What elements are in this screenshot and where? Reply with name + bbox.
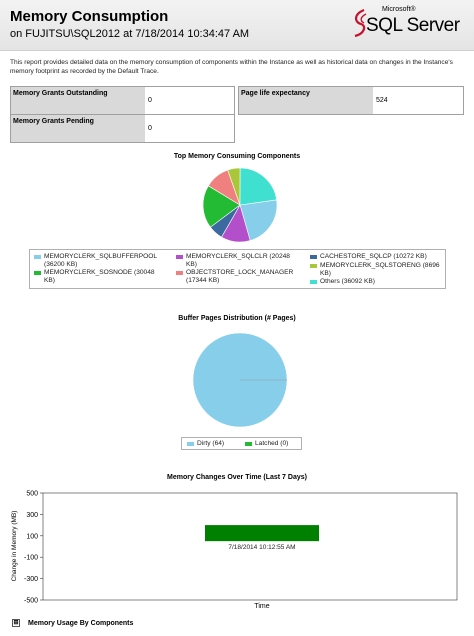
bar-label-0: 7/18/2014 10:12:55 AM [228, 544, 295, 551]
memory-changes-chart: Change in Memory (MB) Time 500 300 100 -100… [11, 491, 458, 610]
report-header: Memory Consumption on FUJITSU\SQL2012 at… [0, 0, 474, 51]
plot-area [42, 492, 458, 601]
report-title: Memory Consumption [10, 8, 169, 25]
legend1-label-3: MEMORYCLERK_SOSNODE (30048 KB) [44, 269, 155, 284]
pie1-legend: MEMORYCLERK_SQLBUFFERPOOL (36200 KB) MEM… [29, 249, 446, 289]
logo-product: SQL Server [366, 15, 460, 36]
pie1-slice-3 [202, 185, 241, 228]
bar-chart-title: Memory Changes Over Time (Last 7 Days) [167, 474, 307, 481]
top-memory-pie-chart [202, 167, 278, 243]
y-axis-title: Change in Memory (MB) [11, 511, 18, 582]
sql-server-logo-icon [354, 8, 367, 38]
pie1-slice-6 [239, 167, 277, 206]
grants-outstanding-row: Memory Grants Outstanding 0 [11, 87, 234, 115]
y-tick-label-0: 500 [26, 491, 38, 498]
y-tick-label-3: -100 [24, 555, 38, 562]
legend1-swatch-6 [310, 280, 317, 284]
memory-usage-by-components-section[interactable]: ⊞ Memory Usage By Components [12, 619, 133, 627]
page-life-table: Page life expectancy 524 [238, 86, 464, 115]
memory-grants-table: Memory Grants Outstanding 0 Memory Grant… [10, 86, 235, 143]
legend2-swatch-1 [245, 442, 252, 446]
y-tick-label-4: -300 [24, 576, 38, 583]
legend1-swatch-2 [310, 255, 317, 259]
page-life-label: Page life expectancy [239, 87, 373, 114]
page-life-value: 524 [373, 87, 463, 114]
grants-pending-row: Memory Grants Pending 0 [11, 115, 234, 142]
report-subtitle: on FUJITSU\SQL2012 at 7/18/2014 10:34:47… [10, 28, 250, 40]
legend1-swatch-5 [310, 264, 317, 268]
legend1-label-1: MEMORYCLERK_SQLCLR (20248 KB) [186, 253, 290, 268]
x-axis-title: Time [254, 603, 269, 610]
sql-server-logo: Microsoft® SQL Server [354, 6, 471, 42]
grants-pending-label: Memory Grants Pending [11, 115, 145, 142]
logo-brand: Microsoft® [382, 6, 416, 13]
grants-outstanding-value: 0 [145, 87, 234, 114]
legend1-label-2: CACHESTORE_SQLCP (10272 KB) [320, 253, 427, 260]
grants-outstanding-label: Memory Grants Outstanding [11, 87, 145, 114]
legend2-swatch-0 [187, 442, 194, 446]
legend1-label-5: MEMORYCLERK_SQLSTORENG (8696 KB) [320, 262, 440, 277]
pie1-title: Top Memory Consuming Components [173, 153, 301, 160]
pie1-slice-0 [239, 199, 278, 241]
legend1-swatch-4 [176, 271, 183, 275]
y-tick-label-5: -500 [24, 598, 38, 605]
legend1-swatch-1 [176, 255, 183, 259]
section-label: Memory Usage By Components [28, 619, 134, 627]
legend1-swatch-0 [34, 255, 41, 259]
legend1-label-6: Others (36092 KB) [320, 278, 375, 285]
legend2-label-1: Latched (0) [255, 440, 289, 447]
grants-pending-value: 0 [145, 115, 234, 142]
buffer-pages-pie-chart [192, 332, 288, 428]
legend1-label-4: OBJECTSTORE_LOCK_MANAGER (17344 KB) [186, 269, 294, 284]
pie2-title: Buffer Pages Distribution (# Pages) [178, 315, 296, 322]
bar-0 [205, 525, 319, 542]
legend2-label-0: Dirty (64) [197, 440, 225, 447]
y-tick-label-1: 300 [26, 512, 38, 519]
expand-icon[interactable]: ⊞ [12, 619, 20, 627]
legend1-swatch-3 [34, 271, 41, 275]
report-description: This report provides detailed data on th… [10, 59, 453, 75]
pie2-legend: Dirty (64) Latched (0) [181, 437, 302, 450]
legend1-label-0: MEMORYCLERK_SQLBUFFERPOOL (36200 KB) [44, 253, 157, 268]
y-tick-label-2: 100 [26, 533, 38, 540]
